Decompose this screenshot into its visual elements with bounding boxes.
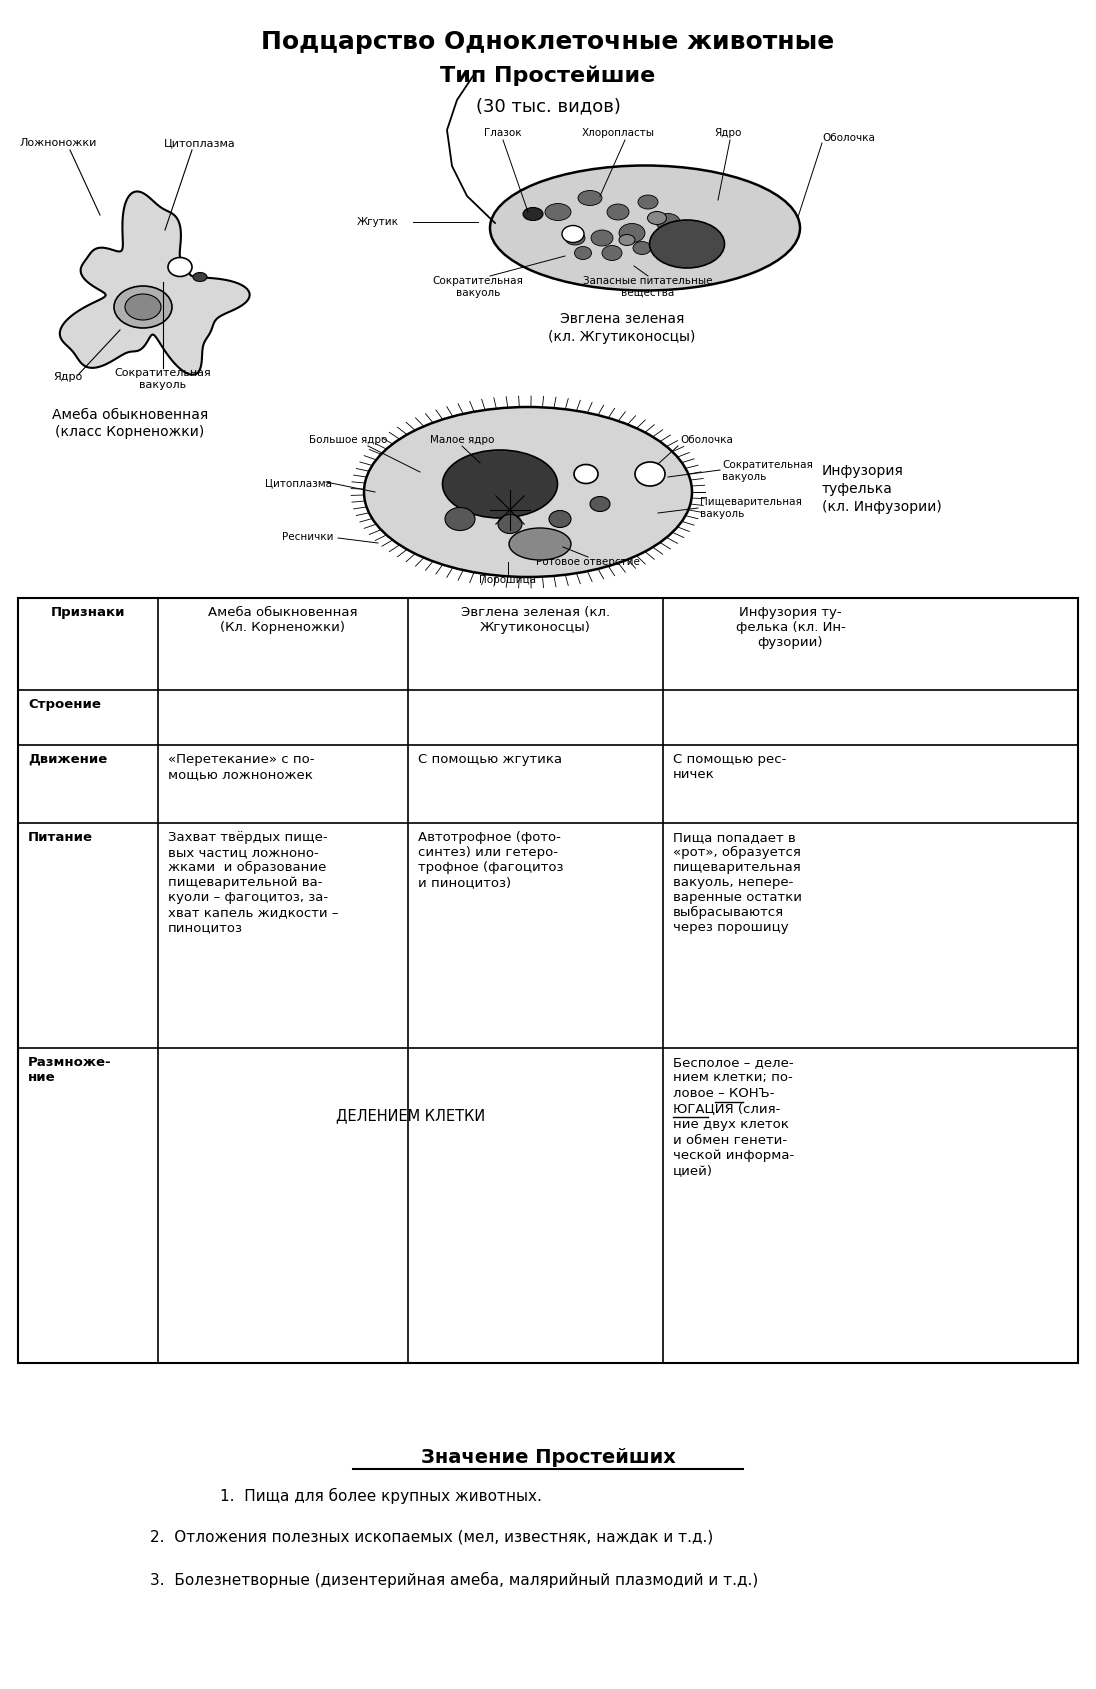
Text: «Перетекание» с по-
мощью ложноножек: «Перетекание» с по- мощью ложноножек <box>168 753 315 780</box>
Text: Инфузория ту-
фелька (кл. Ин-
фузории): Инфузория ту- фелька (кл. Ин- фузории) <box>735 606 845 649</box>
Text: ческой информа-: ческой информа- <box>673 1149 795 1162</box>
Ellipse shape <box>168 257 192 277</box>
Ellipse shape <box>602 245 623 260</box>
Text: и обмен генети-: и обмен генети- <box>673 1133 787 1147</box>
Text: Сократительная
вакуоль: Сократительная вакуоль <box>722 459 813 481</box>
Text: Подцарство Одноклеточные животные: Подцарство Одноклеточные животные <box>261 30 835 54</box>
Text: Движение: Движение <box>28 753 107 767</box>
Ellipse shape <box>657 213 680 230</box>
Text: Сократительная
вакуоль: Сократительная вакуоль <box>433 275 524 297</box>
Ellipse shape <box>574 464 598 483</box>
Text: Порошица: Порошица <box>480 574 537 584</box>
Text: Цитоплазма: Цитоплазма <box>164 138 236 149</box>
Text: (кл. Жгутиконосцы): (кл. Жгутиконосцы) <box>548 329 696 345</box>
Ellipse shape <box>490 166 800 291</box>
Text: ДЕЛЕНИЕМ КЛЕТКИ: ДЕЛЕНИЕМ КЛЕТКИ <box>335 1108 486 1123</box>
Ellipse shape <box>364 407 692 578</box>
Ellipse shape <box>590 497 610 512</box>
Text: Реснички: Реснички <box>283 532 334 542</box>
Ellipse shape <box>562 226 584 243</box>
Text: Питание: Питание <box>28 831 93 844</box>
Ellipse shape <box>549 510 571 527</box>
Text: 2.  Отложения полезных ископаемых (мел, известняк, наждак и т.д.): 2. Отложения полезных ископаемых (мел, и… <box>150 1530 713 1545</box>
Text: Оболочка: Оболочка <box>822 133 875 144</box>
Text: цией): цией) <box>673 1164 713 1177</box>
Ellipse shape <box>523 208 543 221</box>
Ellipse shape <box>443 449 558 519</box>
Ellipse shape <box>114 285 172 328</box>
Ellipse shape <box>648 211 666 225</box>
Text: (кл. Инфузории): (кл. Инфузории) <box>822 500 941 513</box>
Ellipse shape <box>660 235 676 247</box>
Text: Жгутик: Жгутик <box>357 216 399 226</box>
Text: Значение Простейших: Значение Простейших <box>421 1447 675 1468</box>
Text: (30 тыс. видов): (30 тыс. видов) <box>476 96 620 115</box>
Text: Амеба обыкновенная
(Кл. Корненожки): Амеба обыкновенная (Кл. Корненожки) <box>208 606 357 633</box>
Ellipse shape <box>566 231 585 245</box>
Ellipse shape <box>445 507 475 530</box>
Ellipse shape <box>574 247 592 260</box>
Text: туфелька: туфелька <box>822 481 893 497</box>
Text: ловое – КОНЪ-: ловое – КОНЪ- <box>673 1088 775 1100</box>
Text: нием клетки; по-: нием клетки; по- <box>673 1071 792 1084</box>
Ellipse shape <box>193 272 207 282</box>
Text: Оболочка: Оболочка <box>680 436 733 444</box>
Text: Бесполое – деле-: Бесполое – деле- <box>673 1056 794 1069</box>
Text: 1.  Пища для более крупных животных.: 1. Пища для более крупных животных. <box>220 1488 541 1505</box>
Text: Ротовое отверстие: Ротовое отверстие <box>536 557 640 568</box>
Text: Ядро: Ядро <box>54 372 82 382</box>
Ellipse shape <box>638 194 658 209</box>
Text: Пища попадает в
«рот», образуется
пищеварительная
вакуоль, непере-
варенные оста: Пища попадает в «рот», образуется пищева… <box>673 831 802 934</box>
Ellipse shape <box>591 230 613 247</box>
Ellipse shape <box>509 529 571 561</box>
Text: ЮГАЦИЯ (слия-: ЮГАЦИЯ (слия- <box>673 1103 780 1115</box>
Text: Ложноножки: Ложноножки <box>20 138 96 149</box>
Ellipse shape <box>619 223 646 243</box>
Text: Размноже-
ние: Размноже- ние <box>28 1056 112 1084</box>
Text: Ядро: Ядро <box>715 128 742 138</box>
Text: Глазок: Глазок <box>484 128 522 138</box>
Text: Признаки: Признаки <box>50 606 125 618</box>
Text: Инфузория: Инфузория <box>822 464 904 478</box>
Text: Автотрофное (фото-
синтез) или гетеро-
трофное (фагоцитоз
и пиноцитоз): Автотрофное (фото- синтез) или гетеро- т… <box>418 831 563 888</box>
Text: Эвглена зеленая: Эвглена зеленая <box>560 312 684 326</box>
Text: С помощью рес-
ничек: С помощью рес- ничек <box>673 753 786 780</box>
Text: Строение: Строение <box>28 698 101 711</box>
Text: Тип Простейшие: Тип Простейшие <box>441 64 655 86</box>
Ellipse shape <box>545 203 571 221</box>
Text: Малое ядро: Малое ядро <box>430 436 494 444</box>
Text: Эвглена зеленая (кл.
Жгутиконосцы): Эвглена зеленая (кл. Жгутиконосцы) <box>461 606 610 633</box>
Ellipse shape <box>607 204 629 220</box>
Text: (класс Корненожки): (класс Корненожки) <box>56 426 205 439</box>
Ellipse shape <box>498 515 522 534</box>
Text: Запасные питательные
вещества: Запасные питательные вещества <box>583 275 712 297</box>
Text: Цитоплазма: Цитоплазма <box>264 478 331 488</box>
Ellipse shape <box>650 220 724 269</box>
Text: С помощью жгутика: С помощью жгутика <box>418 753 562 767</box>
Bar <box>18 598 1078 1363</box>
Ellipse shape <box>633 242 651 255</box>
Polygon shape <box>60 191 250 375</box>
Text: Амеба обыкновенная: Амеба обыкновенная <box>52 409 208 422</box>
Text: Большое ядро: Большое ядро <box>309 436 387 444</box>
Ellipse shape <box>635 463 665 486</box>
Text: ние двух клеток: ние двух клеток <box>673 1118 789 1132</box>
Text: Захват твёрдых пище-
вых частиц ложноно-
жками  и образование
пищеварительной ва: Захват твёрдых пище- вых частиц ложноно-… <box>168 831 339 934</box>
Text: 3.  Болезнетворные (дизентерийная амеба, малярийный плазмодий и т.д.): 3. Болезнетворные (дизентерийная амеба, … <box>150 1572 758 1588</box>
Ellipse shape <box>125 294 161 319</box>
Ellipse shape <box>578 191 602 206</box>
Text: Сократительная
вакуоль: Сократительная вакуоль <box>115 368 212 390</box>
Text: Хлоропласты: Хлоропласты <box>582 128 654 138</box>
Ellipse shape <box>619 235 635 245</box>
Text: Пищеварительная
вакуоль: Пищеварительная вакуоль <box>700 497 802 519</box>
